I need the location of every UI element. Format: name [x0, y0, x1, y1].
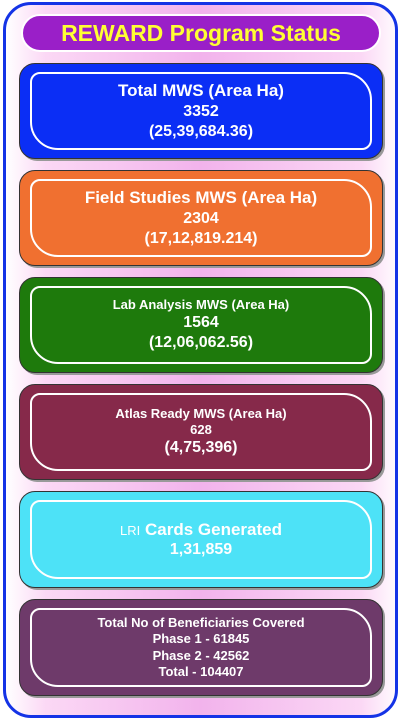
- card-total-mws: Total MWS (Area Ha) 3352 (25,39,684.36): [19, 63, 383, 159]
- card-lab-analysis-mws: Lab Analysis MWS (Area Ha) 1564 (12,06,0…: [19, 277, 383, 373]
- card-label-row: LRI Cards Generated: [120, 519, 282, 540]
- card-label: Cards Generated: [144, 519, 282, 539]
- card-area: (4,75,396): [164, 439, 238, 457]
- card-count: 2304: [183, 209, 219, 227]
- card-count: 1564: [183, 314, 219, 332]
- card-count: 628: [190, 422, 212, 437]
- card-area: (12,06,062.56): [148, 334, 254, 352]
- card-count: 1,31,859: [169, 541, 233, 559]
- total-count: Total - 104407: [158, 663, 244, 679]
- card-lri-cards: LRI Cards Generated 1,31,859: [19, 491, 383, 588]
- card-prefix: LRI: [120, 522, 141, 538]
- card-label: Field Studies MWS (Area Ha): [84, 188, 318, 208]
- card-area: (17,12,819.214): [144, 229, 258, 247]
- page-title: REWARD Program Status: [21, 14, 381, 52]
- phase2-count: Phase 2 - 42562: [152, 647, 250, 663]
- card-label: Total No of Beneficiaries Covered: [97, 615, 305, 630]
- card-count: 3352: [183, 102, 219, 120]
- phase1-count: Phase 1 - 61845: [152, 631, 250, 647]
- card-area: (25,39,684.36): [148, 122, 254, 140]
- card-label: Atlas Ready MWS (Area Ha): [115, 405, 287, 421]
- card-field-studies-mws: Field Studies MWS (Area Ha) 2304 (17,12,…: [19, 170, 383, 266]
- card-label: Lab Analysis MWS (Area Ha): [112, 296, 290, 312]
- card-atlas-ready-mws: Atlas Ready MWS (Area Ha) 628 (4,75,396): [19, 384, 383, 480]
- card-label: Total MWS (Area Ha): [118, 81, 284, 101]
- card-beneficiaries: Total No of Beneficiaries Covered Phase …: [19, 599, 383, 696]
